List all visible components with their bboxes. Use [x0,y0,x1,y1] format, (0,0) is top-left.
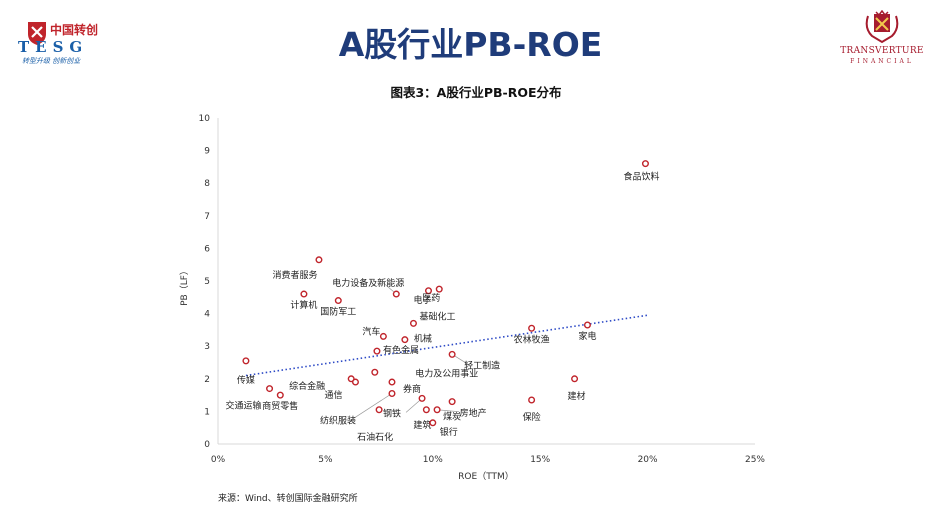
left-logo-tesg: TESG [18,38,89,56]
tesg-logo: 中国转创 TESG 转型升级 创新创业 [8,12,118,72]
point-label: 券商 [403,383,421,395]
leader-line [405,398,423,413]
point-label: 电力设备及新能源 [332,277,404,289]
y-tick-label: 0 [204,440,210,450]
x-axis-label: ROE（TTM） [458,471,514,482]
point-label: 煤炭 [443,411,461,423]
y-tick-label: 2 [204,375,210,385]
point-label: 传媒 [237,374,255,386]
x-tick-label: 5% [318,455,333,465]
data-point [425,287,433,295]
y-tick-label: 7 [204,212,210,222]
crest-icon [865,10,899,44]
data-point [418,394,426,402]
data-point [315,256,323,264]
point-label: 汽车 [362,325,380,337]
point-label: 计算机 [290,299,317,311]
point-label: 农林牧渔 [514,333,550,345]
data-point [433,406,441,414]
data-point [373,347,381,355]
y-tick-label: 4 [204,310,210,320]
x-tick-label: 20% [638,455,658,465]
y-tick-label: 9 [204,147,210,157]
point-label: 建筑 [413,419,431,431]
data-point [375,406,383,414]
point-label: 电子 [413,294,431,306]
data-point [300,290,308,298]
point-label: 综合金融 [289,380,325,392]
point-label: 钢铁 [383,407,401,419]
data-point [448,398,456,406]
point-label: 国防军工 [320,306,356,318]
point-label: 家电 [578,330,596,342]
data-point [388,378,396,386]
y-tick-label: 10 [199,114,211,124]
data-point [571,375,579,383]
transverture-logo: TRANSVERTURE FINANCIAL [837,10,927,72]
data-point [392,290,400,298]
data-point [371,368,379,376]
right-logo-sub: FINANCIAL [850,58,914,65]
point-label: 通信 [324,389,342,401]
y-tick-label: 5 [204,277,210,287]
y-axis-label: PB（LF） [179,266,190,306]
point-label: 电力及公用事业 [415,367,478,379]
point-label: 商贸零售 [262,400,298,412]
right-logo-name: TRANSVERTURE [840,46,924,56]
left-logo-cn: 中国转创 [50,23,99,37]
data-point [379,332,387,340]
data-point [388,389,396,397]
data-point [409,319,417,327]
data-point [351,378,359,386]
y-tick-label: 1 [204,407,210,417]
y-tick-label: 6 [204,244,210,254]
point-label: 石油石化 [357,431,393,443]
x-tick-label: 10% [423,455,443,465]
data-point [266,385,274,393]
data-point [276,391,284,399]
axes: 0% 5% 10% 15% 20% 25% 0 1 2 3 4 5 6 7 8 9 10 [199,114,766,465]
x-tick-label: 25% [745,455,765,465]
point-label: 交通运输 [226,400,262,412]
point-label: 轻工制造 [464,359,500,371]
left-logo-slogan: 转型升级 创新创业 [22,57,81,65]
data-point [448,350,456,358]
data-point [583,321,591,329]
y-tick-label: 8 [204,179,210,189]
point-label: 建材 [568,390,586,402]
data-point [528,324,536,332]
point-label: 消费者服务 [272,269,317,281]
point-label: 医药 [422,293,440,304]
chart-title: 图表3：A股行业PB-ROE分布 [390,85,562,100]
data-point [429,419,437,427]
data-point [334,297,342,305]
source-note: 来源：Wind、转创国际金融研究所 [218,494,358,504]
y-tick-label: 3 [204,342,210,352]
point-label: 房地产 [460,407,487,419]
page-title: A股行业PB-ROE [338,25,603,64]
shield-icon [28,22,46,45]
leader-line [437,409,460,413]
point-label: 食品饮料 [623,171,659,183]
data-point [435,285,443,293]
point-label: 有色金属 [383,344,419,356]
data-point [242,357,250,365]
x-tick-label: 15% [530,455,550,465]
data-point [641,160,649,168]
x-tick-label: 0% [211,455,226,465]
point-label: 银行 [440,426,458,438]
point-label: 机械 [414,333,432,345]
point-label: 保险 [523,411,541,423]
data-point [401,336,409,344]
point-label: 基础化工 [419,310,455,322]
leader-line [351,393,393,420]
data-point [528,396,536,404]
point-label: 纺织服装 [320,414,356,426]
data-point [422,406,430,414]
